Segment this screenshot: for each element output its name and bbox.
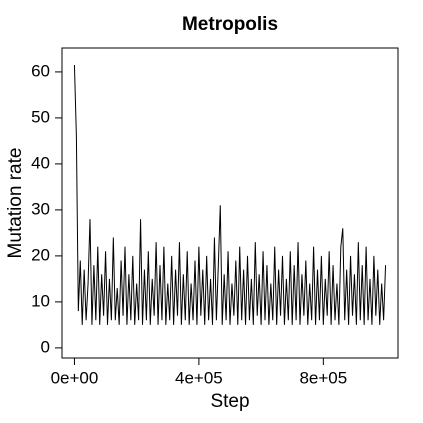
y-tick-label: 60 [31, 61, 50, 80]
y-tick-label: 50 [31, 107, 50, 126]
y-tick-label: 40 [31, 153, 50, 172]
y-tick-label: 30 [31, 199, 50, 218]
x-tick-label: 0e+00 [51, 368, 99, 387]
y-tick-label: 20 [31, 245, 50, 264]
y-tick-label: 0 [41, 337, 50, 356]
x-tick-label: 8e+05 [299, 368, 347, 387]
y-tick-label: 10 [31, 291, 50, 310]
y-axis-label: Mutation rate [5, 148, 26, 259]
x-axis-label: Step [210, 391, 249, 412]
trace-line [73, 65, 387, 325]
chart-title: Metropolis [182, 14, 278, 35]
x-tick-label: 4e+05 [175, 368, 223, 387]
